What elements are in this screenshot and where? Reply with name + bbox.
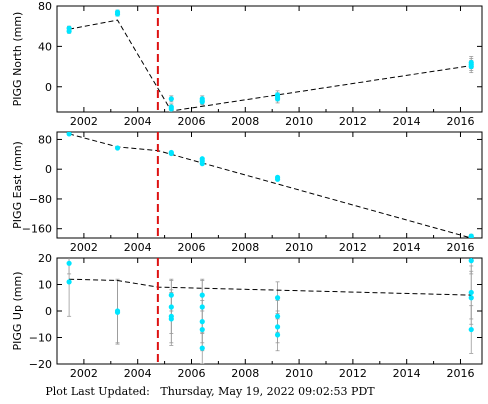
x-tick-label: 2012 (339, 115, 367, 128)
y-axis-label: PIGG Up (mm) (11, 272, 24, 351)
data-point (468, 289, 474, 296)
x-tick-label: 2010 (285, 367, 313, 380)
x-tick-label: 2002 (70, 241, 98, 254)
data-point (168, 150, 174, 157)
plot-area (66, 132, 474, 238)
x-tick-label: 2014 (393, 367, 421, 380)
x-tick-label: 2014 (393, 115, 421, 128)
x-tick-label: 2012 (339, 367, 367, 380)
x-tick-label: 2016 (446, 115, 474, 128)
data-point (199, 292, 205, 298)
data-point (66, 260, 72, 266)
data-point (199, 326, 205, 333)
up-panel: 2002 2004 2006 2008 2010 2012 2014 201620100−10… (11, 252, 483, 380)
y-tick-label: 40 (38, 40, 52, 53)
y-axis-label: PIGG North (mm) (11, 12, 24, 107)
x-tick-label: 2010 (285, 241, 313, 254)
y-tick-label: 80 (38, 0, 52, 13)
y-tick-label: 10 (38, 279, 52, 292)
y-axis-label: PIGG East (mm) (11, 141, 24, 229)
x-tick-label: 2004 (124, 241, 152, 254)
fit-line (68, 133, 472, 238)
data-point (66, 132, 72, 137)
data-point (468, 295, 474, 301)
y-tick-label: 0 (45, 81, 52, 94)
plot-frame (56, 131, 483, 239)
y-tick-label: −10 (29, 332, 52, 345)
east-panel: 2002 2004 2006 2008 2010 2012 2014 2016 80 0 −80 −1… (11, 131, 483, 254)
y-tick-label: 0 (45, 305, 52, 318)
x-tick-label: 2002 (70, 367, 98, 380)
data-point (468, 59, 474, 66)
data-point (168, 292, 174, 298)
data-point (66, 25, 72, 31)
fit-line (69, 278, 472, 296)
plot-area (66, 6, 474, 112)
x-tick-label: 2008 (231, 367, 259, 380)
data-point (274, 295, 281, 301)
y-tick-label: 20 (38, 252, 52, 265)
data-point (114, 309, 121, 315)
x-tick-label: 2002 (70, 115, 98, 128)
y-tick-label: −160 (22, 223, 52, 236)
data-point (468, 326, 474, 333)
data-point (274, 332, 281, 338)
data-point (274, 176, 281, 182)
y-tick-label: 0 (45, 163, 52, 176)
x-tick-label: 2010 (285, 115, 313, 128)
data-point (114, 145, 121, 151)
y-tick-label: −20 (29, 358, 52, 371)
data-point (199, 99, 205, 105)
data-point (168, 316, 174, 322)
north-panel: 2002 2004 2006 2008 2010 2012 2014 2016 0 40 80 PIG… (11, 0, 483, 128)
fit-line (69, 19, 472, 112)
x-tick-label: 2008 (231, 241, 259, 254)
x-tick-label: 2008 (231, 115, 259, 128)
x-tick-label: 2006 (177, 241, 205, 254)
data-point (468, 258, 474, 264)
x-tick-label: 2004 (124, 115, 152, 128)
x-tick-label: 2012 (339, 241, 367, 254)
data-point (274, 96, 281, 102)
data-point (114, 9, 121, 15)
data-point (199, 319, 205, 325)
x-tick-label: 2004 (124, 367, 152, 380)
x-tick-label: 2016 (446, 241, 474, 254)
data-point (66, 279, 72, 285)
y-tick-label: 80 (38, 133, 52, 146)
data-point (274, 313, 281, 319)
data-point (168, 96, 174, 102)
data-point (168, 304, 174, 310)
data-point (168, 106, 174, 112)
data-point (199, 304, 205, 310)
data-point (468, 234, 474, 238)
x-tick-label: 2006 (177, 115, 205, 128)
plot-frame (56, 5, 483, 113)
x-tick-label: 2014 (393, 241, 421, 254)
y-tick-label: −80 (29, 193, 52, 206)
data-point (199, 161, 205, 167)
x-tick-label: 2006 (177, 367, 205, 380)
x-tick-label: 2016 (446, 367, 474, 380)
plot-frame (56, 257, 483, 365)
plot-area (66, 258, 474, 364)
data-point (274, 324, 281, 330)
footer-label: Plot Last Updated: (45, 385, 150, 398)
footer-value: Thursday, May 19, 2022 09:02:53 PDT (160, 385, 375, 398)
footer-timestamp: Plot Last Updated: Thursday, May 19, 202… (0, 385, 420, 398)
data-point (199, 345, 205, 351)
